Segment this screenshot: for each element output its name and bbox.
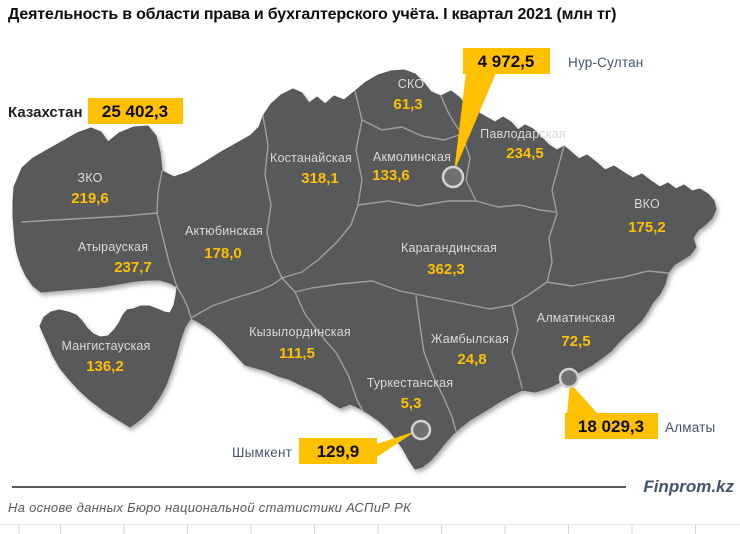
- country-shape: [12, 69, 717, 470]
- region-value-zhambyl: 24,8: [457, 351, 486, 368]
- region-border: [281, 277, 373, 293]
- region-value-mangystau: 136,2: [86, 358, 124, 375]
- region-border: [371, 280, 548, 310]
- region-value-karaganda: 362,3: [427, 261, 465, 278]
- region-name-vko: ВКО: [634, 197, 660, 211]
- country-value-box: [88, 98, 183, 124]
- region-name-zko: ЗКО: [77, 171, 102, 185]
- region-name-mangystau: Мангистауская: [61, 339, 150, 353]
- city-marker-shymkent: [410, 419, 432, 441]
- pointer-nur-sultan: [454, 73, 496, 172]
- region-name-atyrau: Атырауская: [78, 240, 148, 254]
- region-border: [546, 145, 565, 283]
- region-name-turkestan: Туркестанская: [367, 376, 454, 390]
- region-border: [415, 295, 457, 432]
- country-total-callout: Казахстан 25 402,3: [8, 98, 183, 124]
- region-value-zko: 219,6: [71, 190, 109, 207]
- city-markers: [410, 165, 580, 441]
- data-source-note: На основе данных Бюро национальной стати…: [8, 500, 412, 515]
- shymkent-value: 129,9: [317, 442, 360, 461]
- region-borders: [21, 90, 669, 432]
- shymkent-label: Шымкент: [232, 445, 292, 460]
- region-value-atyrau: 237,7: [114, 259, 152, 276]
- region-value-vko: 175,2: [628, 219, 666, 236]
- nur-sultan-value: 4 972,5: [478, 52, 535, 71]
- almaty-value-box: [565, 413, 658, 439]
- shymkent-value-box: [299, 438, 377, 464]
- region-border: [350, 90, 363, 226]
- region-value-turkestan: 5,3: [401, 395, 422, 412]
- region-border: [511, 304, 523, 389]
- region-border: [461, 133, 477, 202]
- country-label: Казахстан: [8, 104, 83, 121]
- region-name-kostanay: Костанайская: [270, 151, 352, 165]
- region-value-pavlodar: 234,5: [506, 145, 544, 162]
- region-border: [281, 224, 352, 279]
- region-border: [357, 200, 477, 207]
- region-name-karaganda: Карагандинская: [401, 241, 497, 255]
- footer-divider: [12, 486, 626, 488]
- region-name-kyzylorda: Кызылординская: [249, 325, 351, 339]
- city-marker-nur-sultan: [441, 165, 465, 189]
- almaty-value: 18 029,3: [578, 417, 644, 436]
- city-callouts: 4 972,5 Нур-Султан 18 029,3 Алматы 129,9…: [232, 48, 715, 464]
- pointer-shymkent: [377, 431, 416, 457]
- region-value-aktobe: 178,0: [204, 245, 242, 262]
- pointer-almaty: [567, 383, 598, 414]
- region-value-kyzylorda: 111,5: [279, 345, 315, 362]
- region-border: [294, 291, 364, 412]
- region-value-almaty-region: 72,5: [561, 333, 590, 350]
- callout-pointers: [377, 73, 598, 457]
- city-marker-almaty: [558, 367, 580, 389]
- region-border: [176, 286, 192, 319]
- region-name-zhambyl: Жамбылская: [431, 332, 509, 346]
- region-border: [156, 170, 178, 288]
- region-border: [440, 95, 463, 135]
- region-name-akmola: Акмолинская: [373, 150, 451, 164]
- region-border: [21, 212, 158, 223]
- region-labels: ЗКО 219,6 Атырауская 237,7 Мангистауская…: [61, 77, 665, 412]
- region-name-aktobe: Актюбинская: [185, 224, 263, 238]
- nur-sultan-label: Нур-Султан: [568, 55, 643, 70]
- spreadsheet-gridline-row: [0, 524, 740, 534]
- region-border: [546, 270, 669, 287]
- nur-sultan-value-box: [463, 48, 550, 74]
- region-value-sko: 61,3: [393, 96, 422, 113]
- region-name-almaty-region: Алматинская: [537, 311, 615, 325]
- region-name-pavlodar: Павлодарская: [480, 127, 566, 141]
- region-border: [361, 119, 463, 141]
- region-name-sko: СКО: [398, 77, 425, 91]
- almaty-label: Алматы: [665, 420, 715, 435]
- region-border: [190, 277, 283, 319]
- page-title: Деятельность в области права и бухгалтер…: [8, 6, 617, 23]
- region-border: [262, 115, 283, 279]
- region-value-akmola: 133,6: [372, 167, 410, 184]
- region-value-kostanay: 318,1: [301, 170, 339, 187]
- brand-logo: Finprom.kz: [643, 477, 734, 496]
- country-value: 25 402,3: [102, 102, 168, 121]
- region-border: [475, 200, 556, 213]
